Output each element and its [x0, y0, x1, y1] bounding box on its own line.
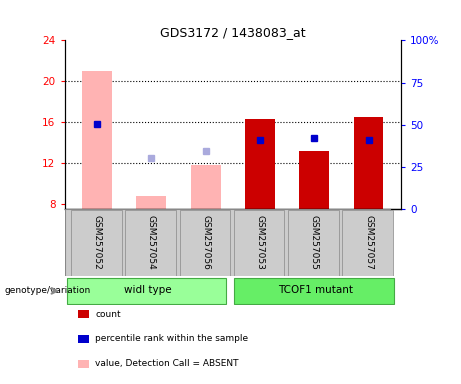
Text: percentile rank within the sample: percentile rank within the sample	[95, 334, 248, 344]
Bar	[234, 278, 394, 304]
Bar	[299, 151, 329, 209]
Bar	[71, 210, 122, 276]
Text: GSM257055: GSM257055	[310, 215, 319, 270]
Bar	[78, 360, 89, 368]
Title: GDS3172 / 1438083_at: GDS3172 / 1438083_at	[160, 26, 306, 39]
Bar	[82, 71, 112, 209]
Text: GSM257053: GSM257053	[255, 215, 265, 270]
Bar	[180, 210, 230, 276]
Bar	[288, 210, 339, 276]
Bar	[125, 210, 176, 276]
Text: widl type: widl type	[124, 285, 171, 295]
Bar	[78, 310, 89, 318]
Text: genotype/variation: genotype/variation	[5, 286, 91, 295]
Bar	[67, 278, 226, 304]
Text: count: count	[95, 310, 121, 319]
Bar	[191, 165, 221, 209]
Text: value, Detection Call = ABSENT: value, Detection Call = ABSENT	[95, 359, 239, 369]
Text: GSM257052: GSM257052	[93, 215, 101, 270]
Text: GSM257054: GSM257054	[147, 215, 156, 270]
Text: GSM257057: GSM257057	[364, 215, 373, 270]
Bar	[343, 210, 393, 276]
Bar	[354, 117, 384, 209]
Bar	[136, 196, 166, 209]
Bar	[78, 335, 89, 343]
Text: GSM257056: GSM257056	[201, 215, 210, 270]
Text: TCOF1 mutant: TCOF1 mutant	[278, 285, 353, 295]
Bar	[234, 210, 284, 276]
Bar	[245, 119, 275, 209]
